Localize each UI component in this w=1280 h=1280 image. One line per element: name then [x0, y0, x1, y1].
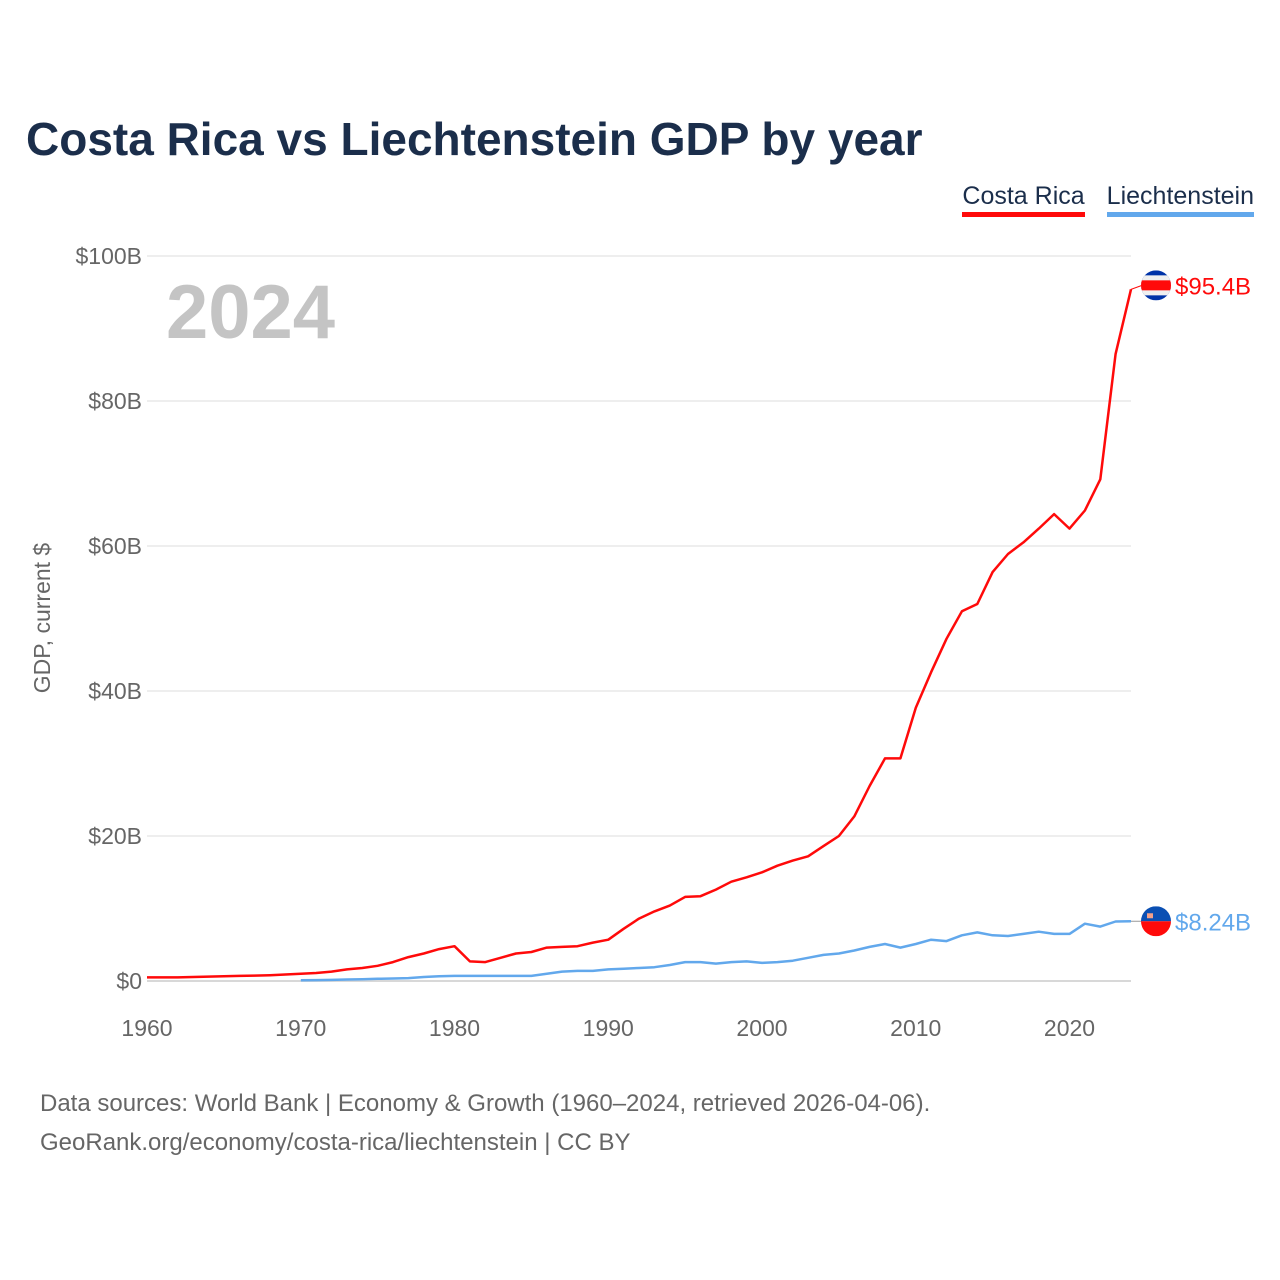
x-tick-label: 1960	[121, 1015, 172, 1041]
footer-link-line[interactable]: GeoRank.org/economy/costa-rica/liechtens…	[40, 1129, 631, 1156]
y-axis-ticks: $0 $20B $40B $60B $80B $100B	[75, 243, 142, 994]
series-line-liechtenstein	[300, 920, 1132, 982]
legend-costa-rica[interactable]: Costa Rica	[962, 182, 1085, 217]
gridlines	[147, 255, 1131, 982]
x-tick-label: 1970	[275, 1015, 326, 1041]
leader-line	[1130, 284, 1143, 290]
legend-liechtenstein[interactable]: Liechtenstein	[1106, 182, 1254, 217]
end-value-label: $8.24B	[1175, 909, 1251, 936]
liechtenstein-flag-icon	[1141, 906, 1171, 937]
chart-title: Costa Rica vs Liechtenstein GDP by year	[26, 113, 923, 165]
flag-red	[1141, 921, 1171, 937]
footer-sources-line: Data sources: World Bank | Economy & Gro…	[40, 1090, 931, 1117]
costa-rica-flag-icon	[1141, 270, 1171, 301]
flag-body	[1141, 270, 1171, 301]
y-tick-label: $60B	[88, 533, 142, 559]
y-axis-label: GDP, current $	[29, 543, 55, 694]
x-tick-label: 2020	[1044, 1015, 1095, 1041]
x-tick-label: 1980	[429, 1015, 480, 1041]
x-tick-label: 2000	[736, 1015, 787, 1041]
y-tick-label: $20B	[88, 823, 142, 849]
end-value-label: $95.4B	[1175, 273, 1251, 300]
end-labels: $95.4B $8.24B	[1130, 270, 1251, 937]
flag-body	[1141, 906, 1171, 937]
y-tick-label: $80B	[88, 388, 142, 414]
series-lines	[147, 289, 1133, 982]
series-line-costa-rica	[147, 289, 1133, 979]
footer-source: Data sources: World Bank | Economy & Gro…	[40, 1084, 930, 1162]
x-tick-label: 1990	[583, 1015, 634, 1041]
year-watermark: 2024	[166, 270, 335, 355]
flag-blue	[1141, 906, 1171, 922]
x-tick-label: 2010	[890, 1015, 941, 1041]
flag-red	[1141, 280, 1171, 291]
legend: Costa Rica Liechtenstein	[962, 182, 1254, 217]
y-tick-label: $40B	[88, 678, 142, 704]
x-axis-ticks: 1960 1970 1980 1990 2000 2010 2020	[121, 1015, 1095, 1041]
flag-crown	[1147, 913, 1153, 919]
y-tick-label: $0	[116, 968, 142, 994]
y-tick-label: $100B	[75, 243, 142, 269]
